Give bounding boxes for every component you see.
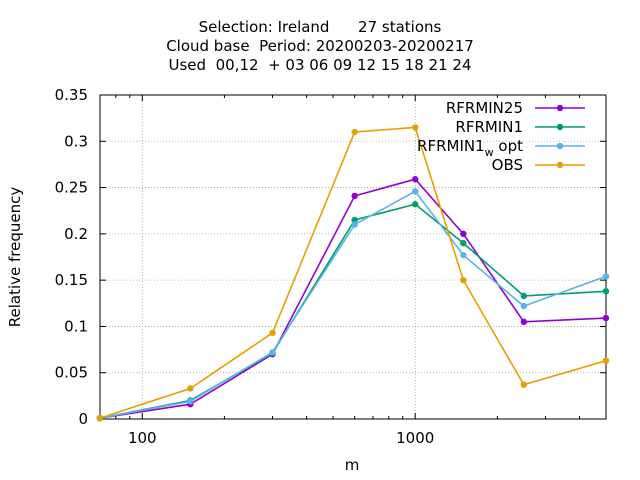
series-group — [96, 124, 610, 422]
chart-title-line-1: Selection: Ireland 27 stations — [198, 18, 442, 36]
data-point — [412, 201, 419, 208]
grid — [100, 95, 606, 419]
data-point — [520, 302, 528, 310]
y-tick-label: 0 — [78, 410, 88, 428]
data-point — [460, 239, 467, 247]
series-4 — [96, 124, 610, 422]
plot-frame — [99, 94, 607, 420]
data-point — [602, 314, 610, 322]
series-3 — [96, 188, 610, 422]
series-1 — [96, 176, 610, 422]
data-point — [96, 414, 104, 422]
series-line — [99, 126, 607, 419]
data-point — [460, 251, 467, 259]
data-point — [269, 349, 276, 356]
data-point — [520, 381, 528, 388]
series-line — [99, 203, 607, 419]
axes: 0 0.05 0.1 0.15 0.2 0.25 0.3 0.35 100 1000 — [55, 86, 606, 447]
series-line — [99, 190, 607, 419]
data-point — [460, 230, 467, 238]
legend-swatch-marker — [556, 104, 564, 112]
y-tick-label: 0.25 — [55, 179, 88, 197]
data-point — [351, 216, 358, 224]
legend-label: RFRMIN25 — [446, 99, 523, 117]
y-axis-label: Relative frequency — [6, 187, 24, 328]
y-tick-label: 0.1 — [64, 317, 88, 335]
x-tick-label: 1000 — [396, 429, 434, 447]
y-tick-label: 0.15 — [55, 271, 88, 289]
y-tick-label: 0.2 — [64, 225, 88, 243]
y-tick-label: 0.3 — [64, 132, 88, 150]
x-axis-label: m — [345, 456, 360, 474]
data-point — [412, 176, 419, 183]
series-line — [99, 178, 607, 419]
legend-swatch-marker — [556, 142, 564, 150]
data-point — [520, 318, 528, 325]
x-tick-label: 100 — [128, 429, 157, 447]
legend-swatch-marker — [556, 123, 564, 131]
data-point — [602, 288, 610, 295]
data-point — [187, 385, 194, 392]
y-tick-label: 0.05 — [55, 364, 88, 382]
data-point — [412, 188, 419, 195]
data-point — [351, 221, 358, 228]
legend-label: RFRMIN1 — [455, 118, 523, 136]
data-point — [269, 329, 276, 337]
data-point — [520, 292, 528, 300]
legend-label: RFRMIN1w opt — [417, 137, 523, 159]
data-point — [412, 124, 419, 131]
y-tick-label: 0.35 — [55, 86, 88, 104]
legend-swatch-marker — [556, 161, 564, 169]
chart-title-line-3: Used 00,12 + 03 06 09 12 15 18 21 24 — [168, 56, 472, 74]
data-point — [351, 192, 358, 200]
data-point — [187, 398, 194, 405]
data-point — [351, 128, 358, 136]
chart-title-line-2: Cloud base Period: 20200203-20200217 — [166, 37, 474, 55]
data-point — [460, 276, 467, 284]
legend-label: OBS — [492, 156, 523, 174]
data-point — [602, 357, 610, 364]
data-point — [602, 273, 610, 280]
